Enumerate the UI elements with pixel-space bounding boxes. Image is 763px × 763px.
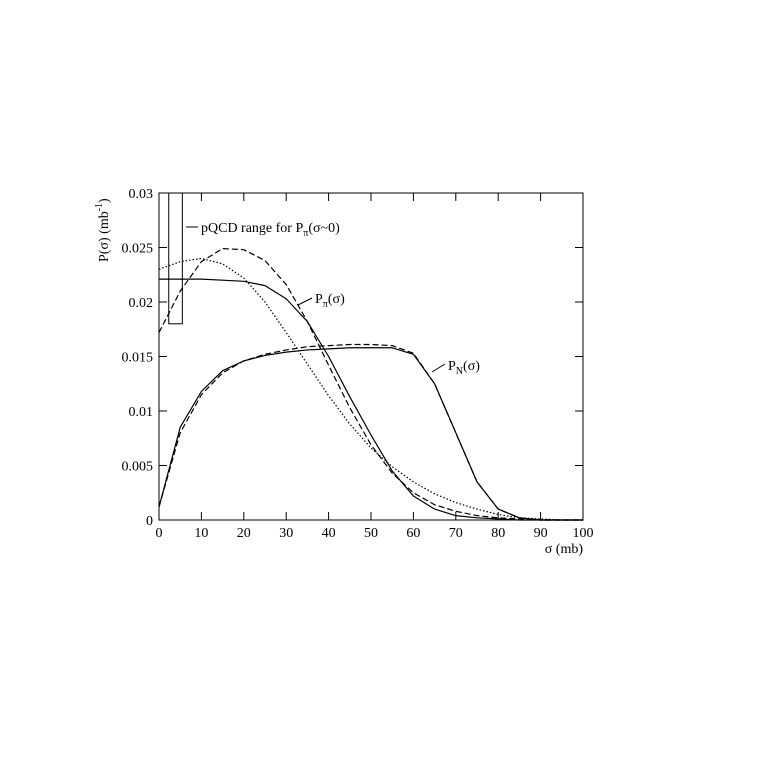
x-tick-label: 50 — [364, 526, 378, 541]
x-tick-label: 10 — [194, 526, 208, 541]
series-line — [158, 257, 583, 521]
x-tick-label: 40 — [322, 526, 336, 541]
y-tick-label: 0.01 — [129, 405, 154, 420]
y-tick-label: 0.005 — [122, 460, 154, 475]
plot-frame — [158, 192, 584, 521]
x-tick-label: 70 — [449, 526, 463, 541]
annotation-sub: π — [323, 299, 328, 310]
y-axis-label-sup: -1 — [94, 203, 105, 211]
annotation: pQCD range for Pπ(σ~0) — [201, 221, 340, 239]
pqcd-range-box — [168, 192, 183, 325]
y-axis-label-part: P(σ) (mb — [97, 211, 112, 262]
annotation-leader — [431, 363, 446, 373]
x-axis-label: σ (mb) — [545, 542, 584, 557]
annotation-sub: π — [303, 228, 308, 239]
y-tick-label: 0.02 — [129, 296, 154, 311]
y-tick-label: 0.03 — [129, 187, 154, 202]
annotation-part: (σ) — [463, 359, 480, 374]
x-tick-label: 80 — [491, 526, 505, 541]
x-tick-label: 20 — [237, 526, 251, 541]
x-tick-label: 60 — [406, 526, 420, 541]
x-tick-label: 90 — [534, 526, 548, 541]
annotation-leader — [297, 297, 313, 306]
x-tick-label: 30 — [279, 526, 293, 541]
y-tick-label: 0 — [146, 514, 153, 529]
series-line — [158, 247, 583, 521]
annotation-part: (σ) — [328, 292, 345, 307]
annotation: PN(σ) — [448, 359, 480, 377]
y-tick-label: 0.025 — [122, 242, 154, 257]
x-tick-label: 100 — [573, 526, 594, 541]
annotation-part: pQCD range for P — [201, 221, 303, 236]
annotation-sub: N — [456, 366, 463, 377]
annotation-part: P — [315, 292, 323, 307]
y-axis-label-part: ) — [97, 198, 112, 203]
y-tick-label: 0.015 — [122, 351, 154, 366]
y-axis-label: P(σ) (mb-1) — [94, 198, 112, 262]
annotation-part: (σ~0) — [308, 221, 340, 236]
series-line — [158, 343, 583, 521]
series-line — [159, 278, 583, 521]
x-tick-label: 0 — [156, 526, 163, 541]
annotation: Pπ(σ) — [315, 292, 345, 310]
annotation-part: P — [448, 359, 456, 374]
